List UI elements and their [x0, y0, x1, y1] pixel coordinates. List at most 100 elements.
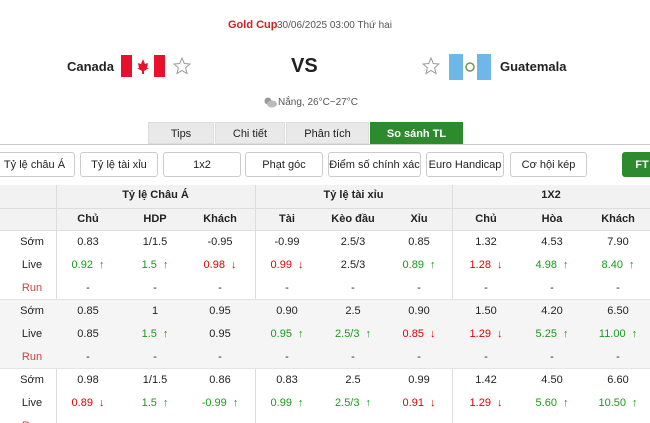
move-arrow: ↓	[429, 328, 436, 340]
odds-value: -	[456, 346, 516, 368]
move-arrow: ↑	[562, 328, 569, 340]
table-header-bg	[12, 185, 650, 230]
odds-text: 0.83	[276, 374, 298, 386]
odds-text: -	[550, 282, 554, 294]
odds-value: -	[257, 415, 317, 423]
odds-text: 11.00	[598, 328, 626, 340]
odds-text: 4.98	[535, 259, 557, 271]
odds-value: 1.29 ↓	[456, 323, 516, 345]
vs: VS	[291, 55, 318, 77]
odds-value: 1/1.5	[125, 369, 185, 391]
group-header: 1X2	[541, 189, 561, 201]
odds-text: 0.85	[402, 328, 424, 340]
odds-text: 1.5	[141, 328, 157, 340]
odds-text: -	[417, 351, 421, 363]
filter-button[interactable]: 1x2	[163, 152, 241, 177]
odds-text: 2.5	[345, 374, 361, 386]
odds-text: 0.85	[408, 236, 430, 248]
odds-text: 0.85	[77, 328, 99, 340]
odds-value: 7.90	[588, 231, 648, 253]
odds-value: 0.83	[257, 369, 317, 391]
odds-text: 4.20	[541, 305, 563, 317]
divider	[0, 144, 650, 145]
odds-text: 0.99	[270, 259, 292, 271]
odds-text: 8.40	[601, 259, 623, 271]
tab[interactable]: Chi tiết	[215, 122, 285, 144]
odds-value: 0.92 ↑	[58, 254, 118, 276]
row-label[interactable]: Run	[21, 351, 43, 363]
column-header: Kèo đầu	[331, 213, 375, 225]
odds-text: 0.90	[276, 305, 298, 317]
move-arrow: ↑	[632, 397, 638, 409]
filter-button[interactable]: FT	[622, 152, 650, 177]
odds-value: 2.5/3 ↑	[323, 392, 383, 414]
odds-text: 1.32	[475, 236, 497, 248]
block-rule	[0, 368, 650, 369]
odds-value: 4.50	[522, 369, 582, 391]
move-arrow: ↓	[496, 328, 503, 340]
odds-value: -	[389, 346, 449, 368]
row-label: Live	[21, 397, 43, 409]
odds-value: 0.91 ↓	[389, 392, 449, 414]
filter-button[interactable]: Điểm số chính xác	[328, 152, 421, 177]
odds-text: -	[86, 351, 90, 363]
odds-value: -	[588, 346, 648, 368]
move-arrow: ↑	[562, 397, 569, 409]
odds-text: 1.5	[141, 259, 157, 271]
favorite-star[interactable]	[173, 57, 191, 75]
odds-value: 0.98 ↓	[190, 254, 250, 276]
column-header: Chủ	[77, 213, 99, 225]
odds-text: -0.99	[201, 397, 227, 409]
odds-text: -	[218, 282, 222, 294]
move-arrow: ↓	[429, 397, 436, 409]
odds-text: 7.90	[607, 236, 629, 248]
odds-text: 0.89	[71, 397, 93, 409]
weather: Nắng, 26°C~27°C	[278, 97, 358, 108]
odds-value: -	[190, 415, 250, 423]
filter-button[interactable]: Tỷ lệ tài xỉu	[80, 152, 158, 177]
odds-text: 0.95	[270, 328, 292, 340]
away-team[interactable]: Guatemala	[500, 59, 567, 74]
column-header: HDP	[143, 213, 167, 225]
odds-value: -	[323, 277, 383, 299]
odds-text: -0.95	[207, 236, 233, 248]
odds-text: -	[616, 351, 620, 363]
odds-value: 0.95	[190, 323, 250, 345]
odds-value: 4.53	[522, 231, 582, 253]
filter-button[interactable]: Phạt góc	[245, 152, 323, 177]
odds-value: 0.85	[58, 300, 118, 322]
move-arrow: ↓	[496, 397, 503, 409]
favorite-star[interactable]	[422, 57, 440, 75]
odds-text: 2.5/3	[335, 397, 360, 409]
column-header: Khách	[601, 213, 635, 225]
odds-text: 1	[151, 305, 159, 317]
row-label[interactable]: Run	[21, 282, 43, 294]
odds-value: -	[257, 277, 317, 299]
odds-text: 0.86	[209, 374, 231, 386]
odds-text: -	[153, 351, 157, 363]
odds-value: 2.5/3	[323, 254, 383, 276]
odds-text: 1.29	[469, 397, 491, 409]
league[interactable]: Gold Cup	[228, 19, 278, 31]
filter-button[interactable]: Tỷ lệ châu Á	[0, 152, 75, 177]
odds-value: -	[588, 415, 648, 423]
home-team[interactable]: Canada	[67, 59, 114, 74]
move-arrow: ↑	[232, 397, 239, 409]
odds-text: 0.99	[408, 374, 430, 386]
odds-value: 2.5/3	[323, 231, 383, 253]
tab[interactable]: Tips	[148, 122, 214, 144]
odds-text: 0.99	[270, 397, 292, 409]
odds-value: 1.29 ↓	[456, 392, 516, 414]
row-label[interactable]: Run	[2, 415, 62, 423]
move-arrow: ↑	[628, 259, 635, 271]
filter-button[interactable]: Cơ hội kép	[510, 152, 587, 177]
odds-value: 11.00 ↑	[588, 323, 648, 345]
tab[interactable]: Phân tích	[286, 122, 369, 144]
odds-value: -	[125, 346, 185, 368]
move-arrow: ↓	[297, 259, 304, 271]
odds-text: -	[153, 282, 157, 294]
tab[interactable]: So sánh TL	[370, 122, 463, 144]
filter-button[interactable]: Euro Handicap	[426, 152, 504, 177]
odds-text: 6.50	[607, 305, 629, 317]
